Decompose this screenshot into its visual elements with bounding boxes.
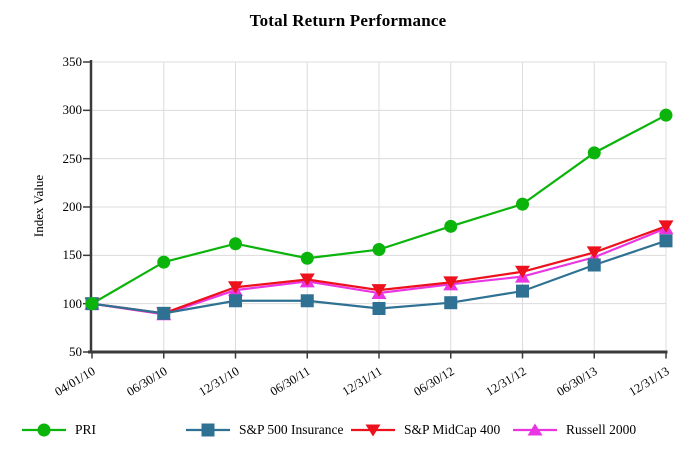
circle-marker [516, 197, 529, 211]
square-marker [229, 294, 242, 308]
triangle-down-marker [228, 281, 243, 294]
square-marker [587, 258, 601, 272]
legend-item: S&P MidCap 400 [351, 421, 500, 439]
y-tick-label: 350 [62, 54, 83, 69]
triangle-down-marker [299, 273, 315, 286]
y-tick-label: 250 [62, 150, 83, 166]
circle-marker [444, 219, 458, 233]
triangle-up-icon [527, 423, 543, 436]
square-legend-swatch [186, 423, 230, 437]
legend-item: Russell 2000 [513, 421, 636, 439]
circle-marker [157, 255, 171, 269]
triangle-down-icon [365, 424, 381, 437]
square-marker [157, 306, 171, 320]
square-marker [659, 234, 673, 248]
chart-title: Total Return Performance [249, 11, 447, 30]
square-marker [516, 284, 529, 298]
circle-marker [659, 108, 673, 122]
square-icon [201, 423, 215, 437]
y-tick-label: 100 [62, 295, 83, 311]
legend-label: PRI [75, 422, 97, 437]
square-marker [372, 302, 386, 315]
triangle-down-marker [586, 246, 602, 259]
circle-legend-swatch [22, 423, 66, 437]
y-tick-label: 300 [62, 102, 83, 118]
square-marker [300, 294, 314, 308]
circle-marker [300, 251, 314, 265]
square-marker [444, 296, 458, 310]
triangle-down-marker [443, 276, 459, 289]
circle-marker [85, 297, 99, 311]
circle-marker [587, 146, 601, 160]
legend-item: S&P 500 Insurance [186, 421, 344, 439]
triangle-down-legend-swatch [351, 424, 395, 437]
y-tick-label: 150 [62, 247, 83, 263]
triangle-down-marker [371, 284, 387, 297]
legend-item: PRI [22, 421, 96, 439]
y-tick-label: 50 [69, 344, 82, 359]
legend-label: S&P MidCap 400 [404, 422, 501, 437]
y-tick-label: 200 [62, 199, 83, 214]
triangle-down-marker [515, 265, 530, 279]
circle-icon [37, 423, 51, 437]
circle-marker [372, 243, 386, 257]
triangle-up-legend-swatch [513, 423, 557, 436]
circle-marker [229, 237, 242, 251]
legend-label: S&P 500 Insurance [239, 422, 344, 437]
legend-label: Russell 2000 [566, 422, 637, 437]
triangle-down-marker [658, 220, 674, 233]
